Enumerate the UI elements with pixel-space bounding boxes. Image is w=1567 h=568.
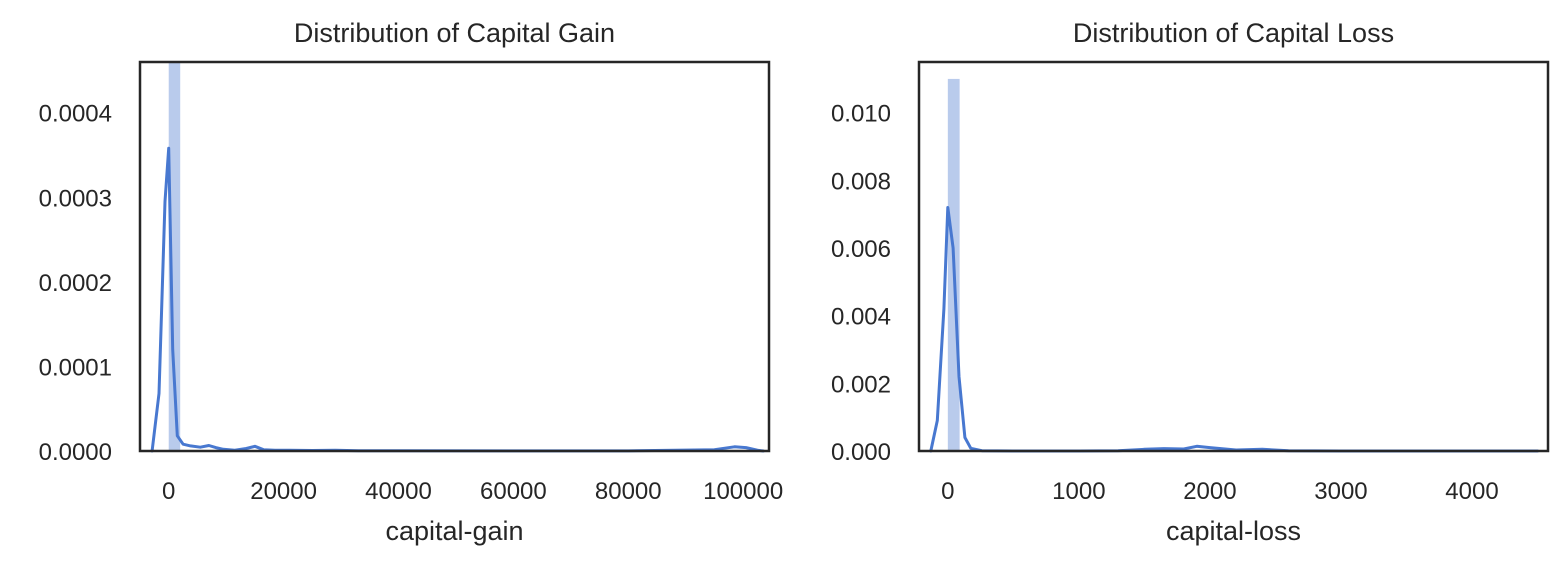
- y-tick-label: 0.0000: [39, 439, 112, 466]
- y-tick-label: 0.010: [831, 101, 891, 128]
- y-axis-ticks: 0.000 0.002 0.004 0.006 0.008 0.010: [831, 101, 891, 466]
- x-tick-label: 3000: [1314, 478, 1367, 505]
- x-tick-label: 0: [162, 478, 175, 505]
- chart-title: Distribution of Capital Gain: [294, 18, 615, 48]
- y-tick-label: 0.002: [831, 371, 891, 398]
- y-tick-label: 0.0002: [39, 270, 112, 297]
- x-axis-label: capital-gain: [385, 516, 523, 546]
- x-tick-label: 40000: [365, 478, 432, 505]
- histogram-bar: [168, 62, 181, 451]
- plot-frame: [917, 60, 1550, 453]
- x-tick-label: 0: [941, 478, 954, 505]
- x-tick-label: 60000: [480, 478, 547, 505]
- x-axis-label: capital-loss: [1166, 516, 1301, 546]
- x-tick-label: 20000: [250, 478, 317, 505]
- x-tick-label: 2000: [1183, 478, 1236, 505]
- x-axis-ticks: 0 1000 2000 3000 4000: [941, 478, 1499, 505]
- x-tick-label: 100000: [703, 478, 783, 505]
- x-tick-label: 4000: [1445, 478, 1498, 505]
- y-tick-label: 0.0003: [39, 185, 112, 212]
- x-tick-label: 80000: [595, 478, 662, 505]
- chart-capital-gain: Distribution of Capital Gain 0 20000 40000…: [39, 18, 784, 546]
- y-tick-label: 0.006: [831, 236, 891, 263]
- kde-line: [929, 206, 1539, 453]
- kde-line: [150, 146, 765, 453]
- x-axis-ticks: 0 20000 40000 60000 80000 100000: [162, 478, 783, 505]
- chart-capital-loss: Distribution of Capital Loss 0 1000 2000 30…: [831, 18, 1550, 546]
- y-tick-label: 0.008: [831, 168, 891, 195]
- plot-frame: [138, 60, 771, 453]
- chart-marks: [929, 78, 1539, 453]
- y-tick-label: 0.0001: [39, 354, 112, 381]
- y-tick-label: 0.004: [831, 304, 891, 331]
- y-tick-label: 0.0004: [39, 101, 112, 128]
- chart-title: Distribution of Capital Loss: [1073, 18, 1394, 48]
- x-tick-label: 1000: [1052, 478, 1105, 505]
- y-axis-ticks: 0.0000 0.0001 0.0002 0.0003 0.0004: [39, 101, 112, 466]
- chart-marks: [150, 62, 765, 453]
- y-tick-label: 0.000: [831, 439, 891, 466]
